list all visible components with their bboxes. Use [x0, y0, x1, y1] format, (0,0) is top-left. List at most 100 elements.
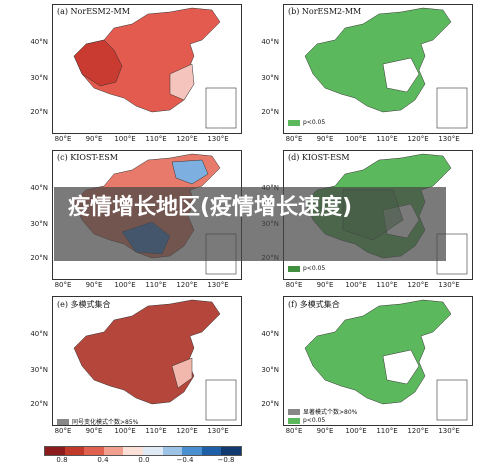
lat-tick-label: 20°N — [261, 108, 279, 116]
legend-swatch-green — [288, 265, 300, 272]
lat-tick-label: 20°N — [30, 254, 48, 262]
southeast-region — [169, 63, 195, 101]
lat-tick-label: 20°N — [30, 400, 48, 408]
china-region — [304, 7, 452, 113]
legend-swatch-green — [288, 119, 300, 126]
overlay-banner — [54, 187, 446, 261]
lon-tick-label: 120°E — [407, 281, 429, 289]
legend-label: p<0.05 — [303, 265, 326, 272]
lat-tick-label: 30°N — [261, 74, 279, 82]
lon-tick-label: 100°E — [345, 281, 367, 289]
china-region — [304, 299, 452, 405]
lat-tick-label: 40°N — [261, 38, 279, 46]
colorbar-segment — [182, 447, 202, 455]
legend-swatch-gray — [288, 408, 300, 415]
lon-tick-label: 110°E — [376, 427, 398, 435]
panel-title: (b) NorESM2-MM — [288, 7, 362, 16]
lon-tick-label: 110°E — [376, 281, 398, 289]
lon-tick-label: 130°E — [438, 135, 460, 143]
lat-tick-label: 40°N — [30, 38, 48, 46]
lon-tick-label: 80°E — [285, 427, 303, 435]
significance-legend: p<0.05 — [288, 265, 325, 272]
panel-title: (f) 多模式集合 — [288, 300, 340, 309]
panel-title: (d) KIOST-ESM — [288, 153, 350, 162]
non-significant-region — [382, 349, 420, 385]
lon-tick-label: 80°E — [54, 135, 72, 143]
colorbar-segment — [221, 447, 241, 455]
colorbar-segment — [103, 447, 124, 455]
inset-box — [205, 87, 237, 129]
colorbar-segment — [142, 447, 163, 455]
colorbar-tick-label: 0.8 — [56, 456, 68, 464]
lon-tick-label: 80°E — [285, 135, 303, 143]
lat-tick-label: 20°N — [30, 108, 48, 116]
lon-tick-label: 100°E — [345, 135, 367, 143]
significance-legend: p<0.05 — [288, 417, 325, 424]
colorbar-segment — [123, 447, 143, 455]
lon-tick-label: 120°E — [407, 427, 429, 435]
lon-tick-label: 90°E — [85, 281, 103, 289]
lon-tick-label: 110°E — [145, 135, 167, 143]
panel-title: (e) 多模式集合 — [57, 300, 111, 309]
legend-label: p<0.05 — [303, 119, 326, 126]
overlay-title: 疫情增长地区(疫情增长速度) — [68, 195, 353, 220]
lon-tick-label: 90°E — [316, 135, 334, 143]
panel-title: (c) KIOST-ESM — [57, 153, 118, 162]
colorbar-tick-label: −0.8 — [217, 456, 235, 464]
lon-tick-label: 90°E — [85, 135, 103, 143]
lat-tick-label: 40°N — [30, 184, 48, 192]
lon-tick-label: 100°E — [114, 281, 136, 289]
lon-tick-label: 120°E — [176, 427, 198, 435]
lon-tick-label: 90°E — [316, 427, 334, 435]
china-region — [73, 299, 221, 405]
lon-tick-label: 100°E — [114, 135, 136, 143]
inset-box — [205, 379, 237, 421]
lon-tick-label: 80°E — [54, 281, 72, 289]
significance-legend: p<0.05 — [288, 119, 325, 126]
colorbar-segment — [45, 447, 65, 455]
lat-tick-label: 30°N — [30, 366, 48, 374]
agreement-legend: 显著模式个数>80% — [288, 407, 357, 416]
lon-tick-label: 90°E — [316, 281, 334, 289]
lat-tick-label: 30°N — [30, 74, 48, 82]
panel-title: (a) NorESM2-MM — [57, 7, 130, 16]
legend-label: p<0.05 — [303, 417, 326, 424]
agreement-legend: 同号变化模式个数>85% — [57, 417, 139, 426]
non-significant-region — [382, 57, 420, 93]
colorbar-tick-label: 0.4 — [97, 456, 109, 464]
colorbar — [44, 446, 242, 456]
legend-label: 显著模式个数>80% — [303, 409, 358, 416]
lat-tick-label: 20°N — [261, 400, 279, 408]
colorbar-segment — [201, 447, 222, 455]
lon-tick-label: 120°E — [407, 135, 429, 143]
southeast-region — [171, 357, 193, 389]
lon-tick-label: 90°E — [85, 427, 103, 435]
legend-label: 同号变化模式个数>85% — [72, 419, 139, 426]
legend-swatch-green — [288, 417, 300, 424]
lon-tick-label: 130°E — [207, 427, 229, 435]
lon-tick-label: 120°E — [176, 135, 198, 143]
lon-tick-label: 80°E — [54, 427, 72, 435]
lon-tick-label: 130°E — [438, 427, 460, 435]
lon-tick-label: 80°E — [285, 281, 303, 289]
western-region — [73, 39, 123, 87]
lon-tick-label: 130°E — [438, 281, 460, 289]
lat-tick-label: 30°N — [261, 366, 279, 374]
lat-tick-label: 40°N — [30, 330, 48, 338]
lon-tick-label: 120°E — [176, 281, 198, 289]
colorbar-segment — [64, 447, 85, 455]
inset-box — [436, 379, 468, 421]
legend-swatch-gray — [57, 418, 69, 425]
lon-tick-label: 110°E — [376, 135, 398, 143]
lon-tick-label: 100°E — [114, 427, 136, 435]
northeast-region — [171, 159, 209, 185]
colorbar-tick-label: 0.0 — [138, 456, 150, 464]
lon-tick-label: 110°E — [145, 281, 167, 289]
lat-tick-label: 40°N — [261, 330, 279, 338]
lon-tick-label: 130°E — [207, 281, 229, 289]
inset-box — [436, 87, 468, 129]
lat-tick-label: 30°N — [30, 220, 48, 228]
lon-tick-label: 130°E — [207, 135, 229, 143]
lon-tick-label: 110°E — [145, 427, 167, 435]
